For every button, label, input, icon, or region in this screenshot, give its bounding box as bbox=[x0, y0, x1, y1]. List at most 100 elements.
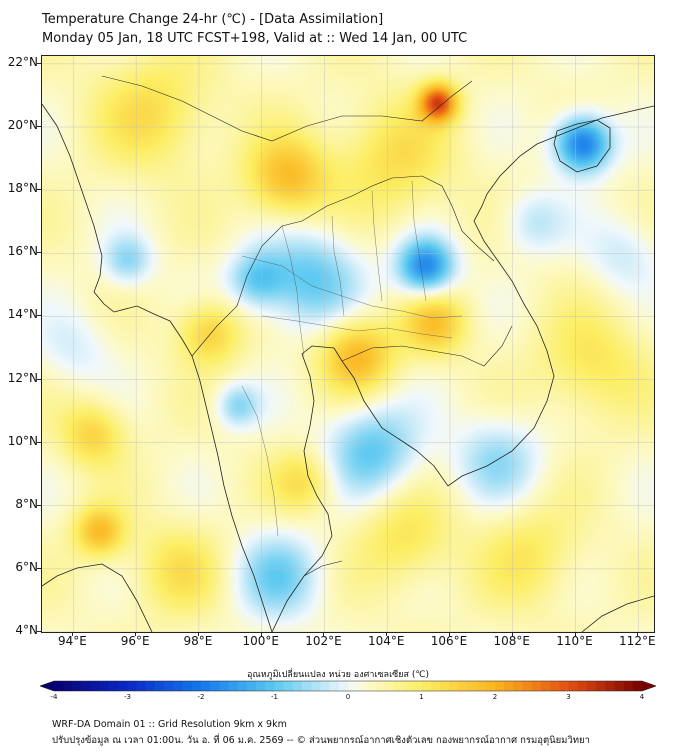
graticule bbox=[42, 56, 654, 632]
coastline-vietnam-south bbox=[416, 105, 654, 487]
lon-tick-label: 112°E bbox=[619, 634, 656, 648]
province-lines-1 bbox=[241, 255, 463, 319]
lat-tick bbox=[37, 126, 41, 127]
colorbar-segment bbox=[577, 681, 588, 691]
colorbar-segment bbox=[237, 681, 248, 691]
colorbar-segment bbox=[412, 681, 422, 691]
colorbar-segment bbox=[274, 681, 284, 691]
coastline-gulf-thailand bbox=[271, 345, 418, 632]
colorbar-segment bbox=[283, 681, 294, 691]
lat-tick-label: 4°N bbox=[15, 623, 38, 637]
colorbar-segment bbox=[393, 681, 404, 691]
map-panel bbox=[41, 55, 655, 633]
colorbar-segment bbox=[246, 681, 257, 691]
colorbar-segment bbox=[568, 681, 578, 691]
colorbar-segment bbox=[476, 681, 487, 691]
colorbar-segment bbox=[586, 681, 597, 691]
border-laos-cambodia bbox=[341, 325, 513, 367]
colorbar-tick-label: 0 bbox=[345, 693, 351, 701]
colorbar-segment bbox=[559, 681, 569, 691]
lon-tick-label: 110°E bbox=[556, 634, 593, 648]
province-lines-5 bbox=[371, 190, 383, 302]
lon-tick-label: 108°E bbox=[493, 634, 531, 648]
colorbar-segment bbox=[338, 681, 349, 691]
border-thailand-north bbox=[191, 175, 495, 357]
colorbar-segment bbox=[449, 681, 459, 691]
colorbar-segment bbox=[531, 681, 542, 691]
coastline-hainan bbox=[553, 119, 611, 173]
colorbar-tick-label: 2 bbox=[492, 693, 498, 701]
lon-tick bbox=[323, 632, 325, 636]
colorbar-segment bbox=[348, 681, 358, 691]
colorbar-segment bbox=[164, 681, 174, 691]
colorbar-segment bbox=[504, 681, 514, 691]
colorbar-segment bbox=[256, 681, 266, 691]
colorbar-segment bbox=[320, 681, 330, 691]
colorbar-segment bbox=[522, 681, 533, 691]
colorbar-segment bbox=[366, 681, 376, 691]
lon-tick-label: 104°E bbox=[367, 634, 405, 648]
lat-tick bbox=[37, 441, 41, 443]
lon-tick bbox=[511, 632, 513, 636]
colorbar-segment bbox=[201, 681, 211, 691]
colorbar-tick-label: 1 bbox=[419, 693, 424, 701]
colorbar-tick-label: -2 bbox=[197, 693, 205, 701]
colorbar-segment bbox=[614, 681, 624, 691]
colorbar-segment bbox=[495, 681, 505, 691]
lat-tick-label: 10°N bbox=[7, 433, 38, 448]
coastlines bbox=[42, 103, 654, 632]
colorbar-segment bbox=[219, 681, 229, 691]
colorbar-segment bbox=[228, 681, 239, 691]
colorbar-segment bbox=[384, 681, 395, 691]
lon-tick bbox=[386, 632, 388, 636]
colorbar-segment bbox=[182, 681, 193, 691]
province-lines-7 bbox=[241, 385, 279, 537]
colorbar-segment bbox=[550, 681, 560, 691]
coastline-sumatra bbox=[42, 563, 153, 632]
lat-tick-label: 14°N bbox=[7, 307, 38, 322]
colorbar-segment bbox=[81, 681, 92, 691]
colorbar-segment bbox=[485, 681, 496, 691]
lat-tick-label: 16°N bbox=[7, 244, 38, 259]
province-lines-3 bbox=[281, 225, 305, 357]
lon-tick bbox=[260, 632, 262, 636]
colorbar-tick-label: -1 bbox=[271, 693, 278, 701]
colorbar-segment bbox=[118, 681, 128, 691]
colorbar-segment bbox=[632, 681, 643, 691]
colorbar-segment bbox=[430, 681, 441, 691]
lat-tick bbox=[37, 504, 41, 506]
colorbar-tick-label: 4 bbox=[639, 693, 645, 701]
temperature-field bbox=[42, 56, 654, 632]
lon-tick-label: 98°E bbox=[183, 634, 213, 648]
lat-tick-label: 20°N bbox=[7, 118, 38, 132]
chart-title: Temperature Change 24-hr (℃) - [Data Ass… bbox=[42, 12, 384, 27]
colorbar-extend-low bbox=[40, 681, 54, 691]
colorbar-segment bbox=[458, 681, 468, 691]
lat-tick bbox=[37, 631, 41, 632]
colorbar-segment bbox=[210, 681, 220, 691]
colorbar-label: อุณหภูมิเปลี่ยนแปลง หน่วย องศาเซลเซียส (… bbox=[246, 670, 430, 680]
colorbar-segment bbox=[127, 681, 137, 691]
colorbar-segment bbox=[329, 681, 340, 691]
footer-grid-info: WRF-DA Domain 01 :: Grid Resolution 9km … bbox=[52, 719, 287, 730]
province-boundaries bbox=[241, 180, 463, 537]
country-borders bbox=[101, 75, 513, 577]
coastline-andaman-east bbox=[113, 305, 273, 632]
colorbar-segment bbox=[467, 681, 477, 691]
lon-tick-label: 94°E bbox=[57, 634, 87, 648]
colorbar-tick-label: -3 bbox=[124, 693, 131, 701]
lon-tick bbox=[574, 632, 576, 636]
lat-tick bbox=[37, 315, 41, 317]
colorbar-segment bbox=[173, 681, 183, 691]
lon-tick-label: 100°E bbox=[242, 634, 279, 648]
colorbar-segment bbox=[375, 681, 386, 691]
border-thailand-malaysia bbox=[303, 560, 343, 577]
lat-tick-label: 18°N bbox=[7, 181, 38, 196]
lat-tick bbox=[37, 62, 41, 64]
lat-tick-label: 12°N bbox=[7, 370, 38, 385]
lat-tick-label: 6°N bbox=[15, 559, 38, 574]
colorbar-segment bbox=[302, 681, 312, 691]
colorbar-segment bbox=[540, 681, 551, 691]
lon-tick bbox=[72, 632, 74, 636]
province-lines-4 bbox=[331, 215, 345, 317]
